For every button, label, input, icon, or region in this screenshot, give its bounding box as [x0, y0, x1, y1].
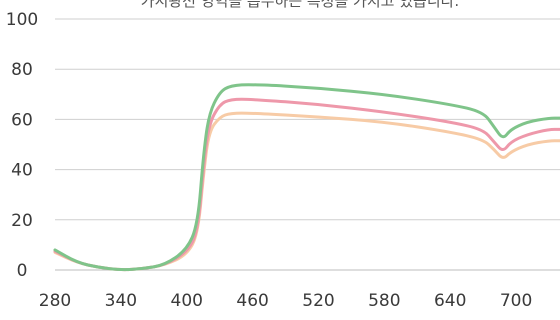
y-tick-label: 100 — [6, 10, 38, 30]
series-line-2 — [53, 97, 560, 272]
series-layer — [53, 83, 560, 272]
x-tick-label: 400 — [171, 291, 203, 311]
x-tick-label: 580 — [368, 291, 400, 311]
x-tick-label: 340 — [105, 291, 137, 311]
x-tick-label: 460 — [236, 291, 268, 311]
x-axis-ticks: 280 340 400 460 520 580 640 700 — [39, 291, 533, 311]
x-tick-label: 280 — [39, 291, 71, 311]
y-tick-label: 20 — [11, 211, 33, 231]
y-tick-label: 80 — [11, 60, 33, 80]
y-tick-label: 0 — [17, 261, 28, 281]
x-tick-label: 520 — [302, 291, 334, 311]
y-axis-ticks: 0 20 40 60 80 100 — [6, 10, 38, 281]
x-tick-label: 700 — [500, 291, 532, 311]
x-tick-label: 640 — [434, 291, 466, 311]
caption: 가시광선 영역을 흡수하는 특성을 가지고 있습니다. — [141, 0, 459, 10]
grid — [55, 18, 560, 271]
series-line-3 — [53, 111, 560, 272]
y-tick-label: 40 — [11, 161, 33, 181]
series-line-1 — [53, 83, 560, 272]
y-tick-label: 60 — [11, 110, 33, 130]
